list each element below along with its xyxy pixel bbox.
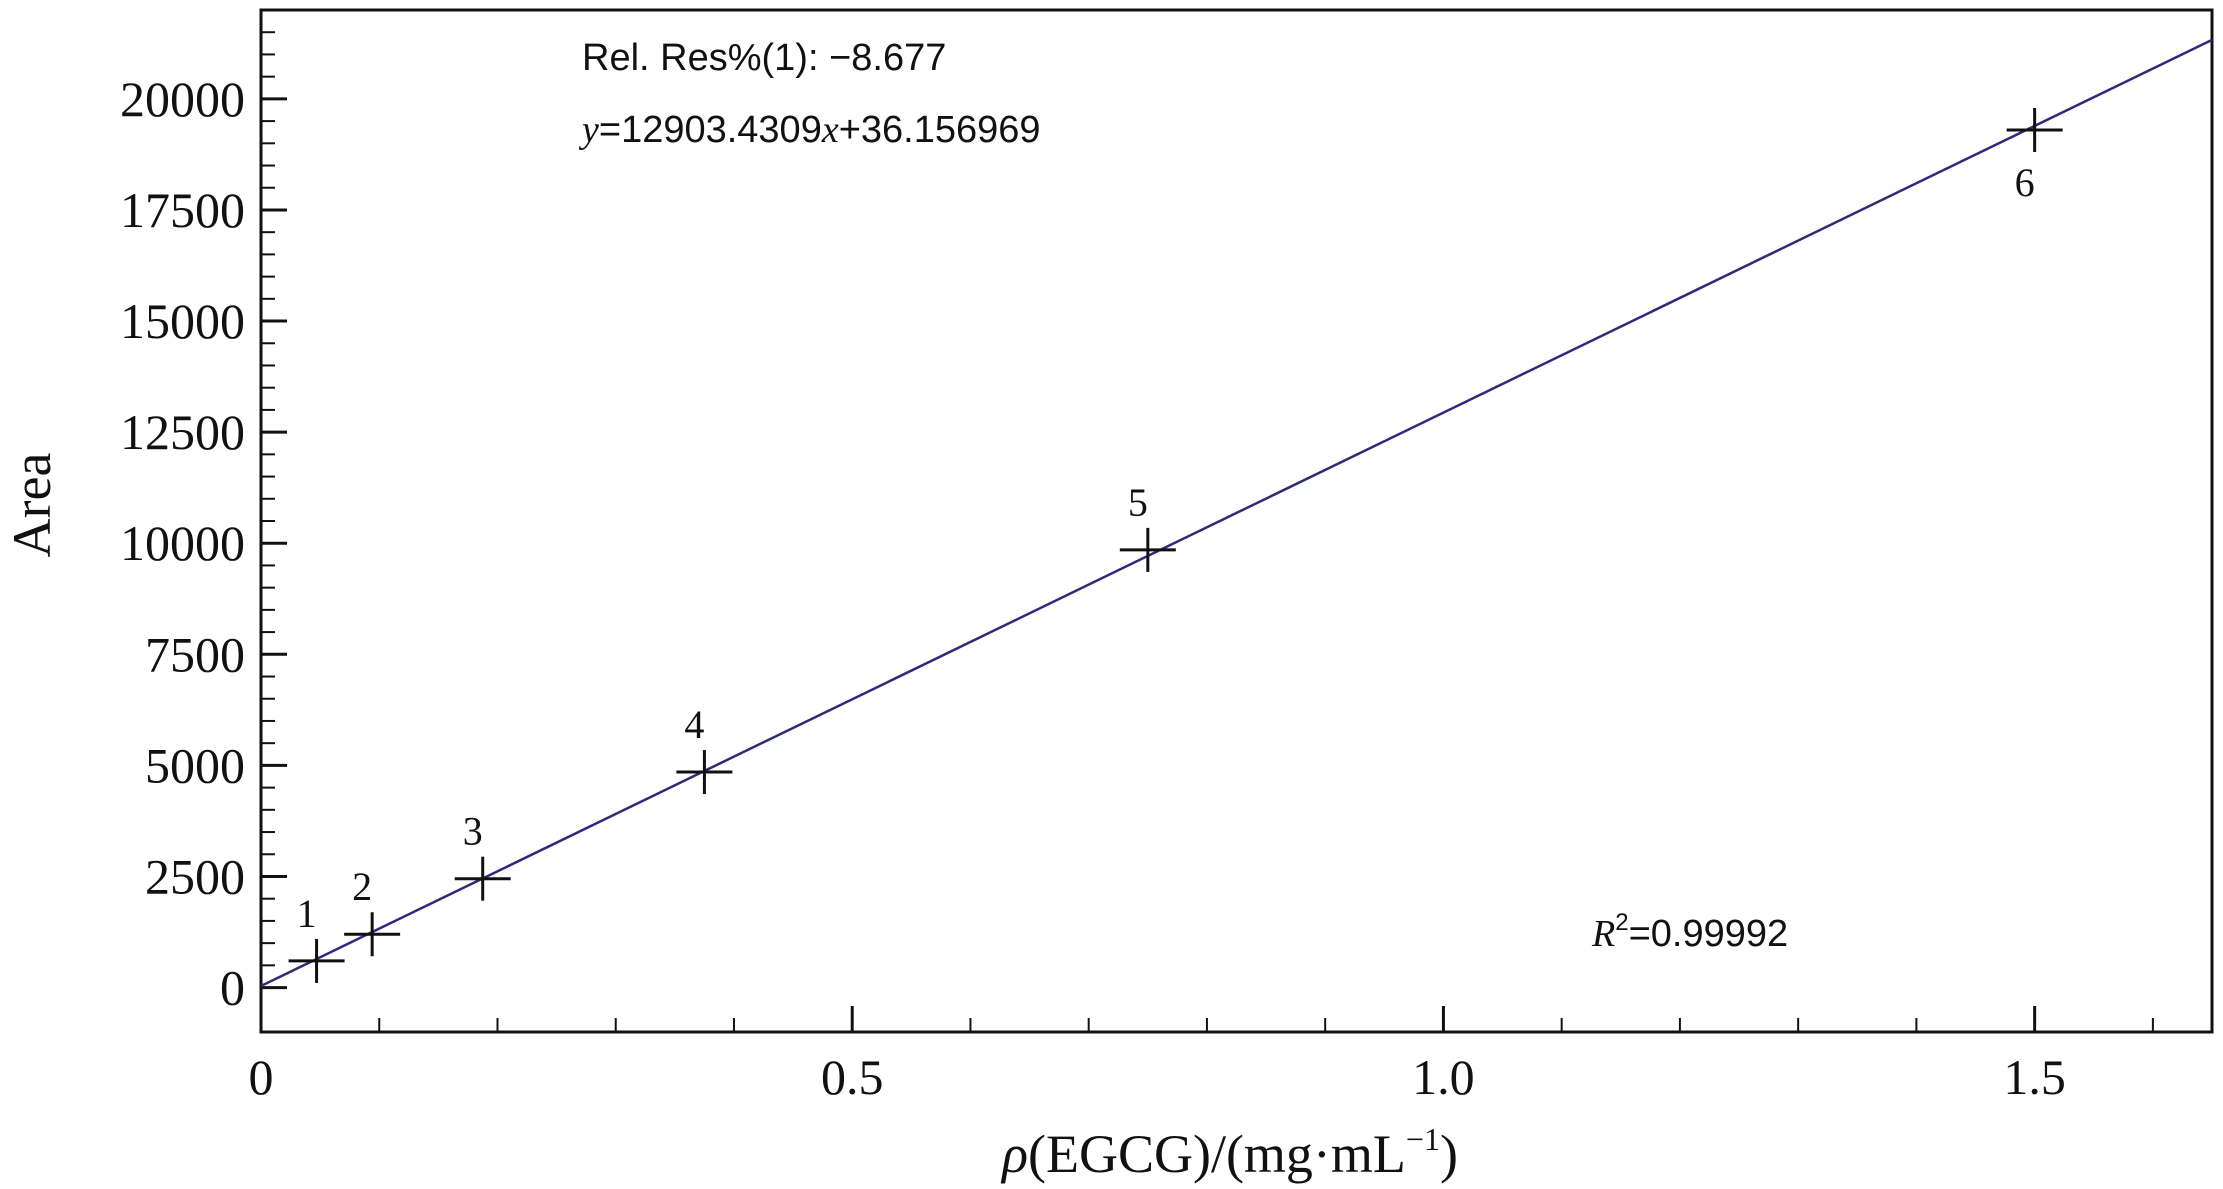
x-axis-title: ρ(EGCG)/(mg·mL−1) (1000, 1121, 1458, 1184)
data-point-1: 1 (288, 891, 345, 983)
r-symbol: R (1591, 913, 1615, 955)
x-tick-label: 0.5 (821, 1049, 884, 1105)
point-label: 6 (2015, 160, 2035, 205)
data-point-5: 5 (1119, 480, 1176, 572)
x-tick-label: 1.0 (1412, 1049, 1475, 1105)
x-tick-label: 1.5 (2003, 1049, 2066, 1105)
fit-equation-annotation: y=12903.4309x+36.156969 (578, 109, 1041, 151)
fit-line (260, 38, 2213, 988)
y-tick-label: 12500 (120, 404, 245, 460)
y-tick-label: 20000 (120, 71, 245, 127)
y-tick-label: 15000 (120, 293, 245, 349)
r-superscript: 2 (1615, 909, 1628, 936)
r-squared-value: =0.99992 (1629, 913, 1789, 955)
data-point-6: 6 (2006, 107, 2063, 205)
y-tick-label: 7500 (145, 626, 245, 682)
y-tick-label: 0 (220, 960, 245, 1016)
x-tick-label: 0 (249, 1049, 274, 1105)
equation-x-symbol: x (821, 109, 839, 151)
equation-intercept-text: +36.156969 (839, 109, 1041, 151)
plot-frame (259, 8, 2214, 1034)
x-axis-rho: ρ (1000, 1124, 1028, 1184)
x-axis-close-paren: ) (1440, 1124, 1458, 1184)
data-point-4: 4 (676, 702, 733, 795)
x-axis-unit-text: (EGCG)/(mg·mL (1028, 1124, 1406, 1184)
y-axis-title: Area (2, 453, 62, 558)
point-label: 4 (684, 702, 704, 747)
point-label: 1 (297, 891, 317, 936)
fit-line-group (260, 38, 2213, 988)
equation-slope-text: =12903.4309 (599, 109, 822, 151)
rel-res-annotation: Rel. Res%(1): −8.677 (582, 37, 946, 79)
y-tick-label: 10000 (120, 515, 245, 571)
y-tick-label: 2500 (145, 848, 245, 904)
axes: 0 2500 5000 7500 10000 12500 15000 17500 20000 0 0… (120, 8, 2214, 1105)
point-label: 5 (1128, 480, 1148, 525)
equation-y-symbol: y (578, 109, 599, 151)
r-squared-annotation: R2=0.99992 (1591, 909, 1788, 955)
data-point-2: 2 (344, 864, 401, 957)
data-point-3: 3 (454, 809, 511, 901)
y-tick-label: 5000 (145, 737, 245, 793)
x-axis-superscript: −1 (1406, 1121, 1440, 1157)
y-tick-label: 17500 (120, 182, 245, 238)
point-label: 2 (352, 864, 372, 909)
point-label: 3 (463, 809, 483, 854)
